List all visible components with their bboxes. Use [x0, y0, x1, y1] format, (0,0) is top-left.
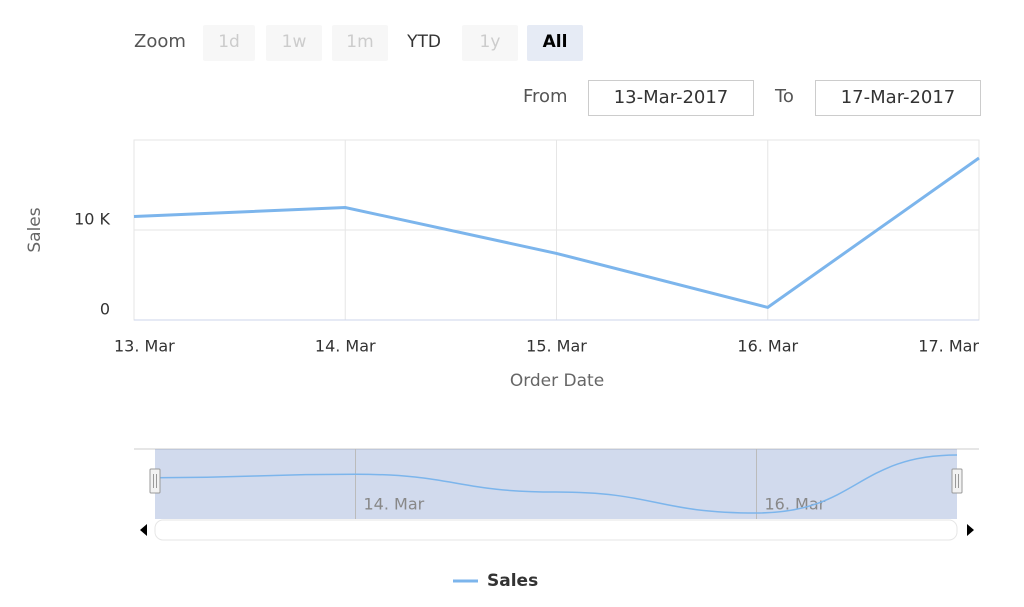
x-tick-label: 13. Mar: [114, 337, 175, 356]
zoom-label: Zoom: [134, 31, 186, 52]
navigator-line: [154, 454, 958, 514]
navigator-handle[interactable]: [951, 468, 963, 494]
zoom-button[interactable]: 1w: [266, 25, 322, 61]
x-tick-label: 17. Mar: [918, 337, 979, 356]
zoom-button[interactable]: YTD: [396, 25, 452, 61]
navigator-label: 16. Mar: [765, 495, 826, 514]
line: [133, 156, 980, 310]
scrollbar[interactable]: [154, 519, 958, 541]
x-tick-label: 14. Mar: [315, 337, 376, 356]
from-label: From: [523, 86, 568, 107]
y-axis-title: Sales: [25, 207, 45, 252]
scroll-right[interactable]: [967, 524, 974, 536]
zoom-button[interactable]: 1m: [332, 25, 388, 61]
to-label: To: [775, 86, 794, 107]
scroll-left[interactable]: [140, 524, 147, 536]
zoom-button[interactable]: 1y: [462, 25, 518, 61]
legend-label[interactable]: Sales: [487, 571, 538, 591]
x-tick-label: 16. Mar: [737, 337, 798, 356]
navigator-mask: [155, 449, 957, 519]
x-tick-label: 15. Mar: [526, 337, 587, 356]
from-input[interactable]: 13-Mar-2017: [588, 80, 754, 116]
y-tick-label: 0: [100, 300, 110, 319]
zoom-button[interactable]: All: [527, 25, 583, 61]
navigator-bg: [134, 449, 979, 519]
navigator-handle[interactable]: [149, 468, 161, 494]
zoom-button[interactable]: 1d: [203, 25, 255, 61]
y-tick-label: 10 K: [74, 210, 110, 229]
to-input[interactable]: 17-Mar-2017: [815, 80, 981, 116]
x-axis-title: Order Date: [510, 371, 604, 391]
navigator-label: 14. Mar: [364, 495, 425, 514]
